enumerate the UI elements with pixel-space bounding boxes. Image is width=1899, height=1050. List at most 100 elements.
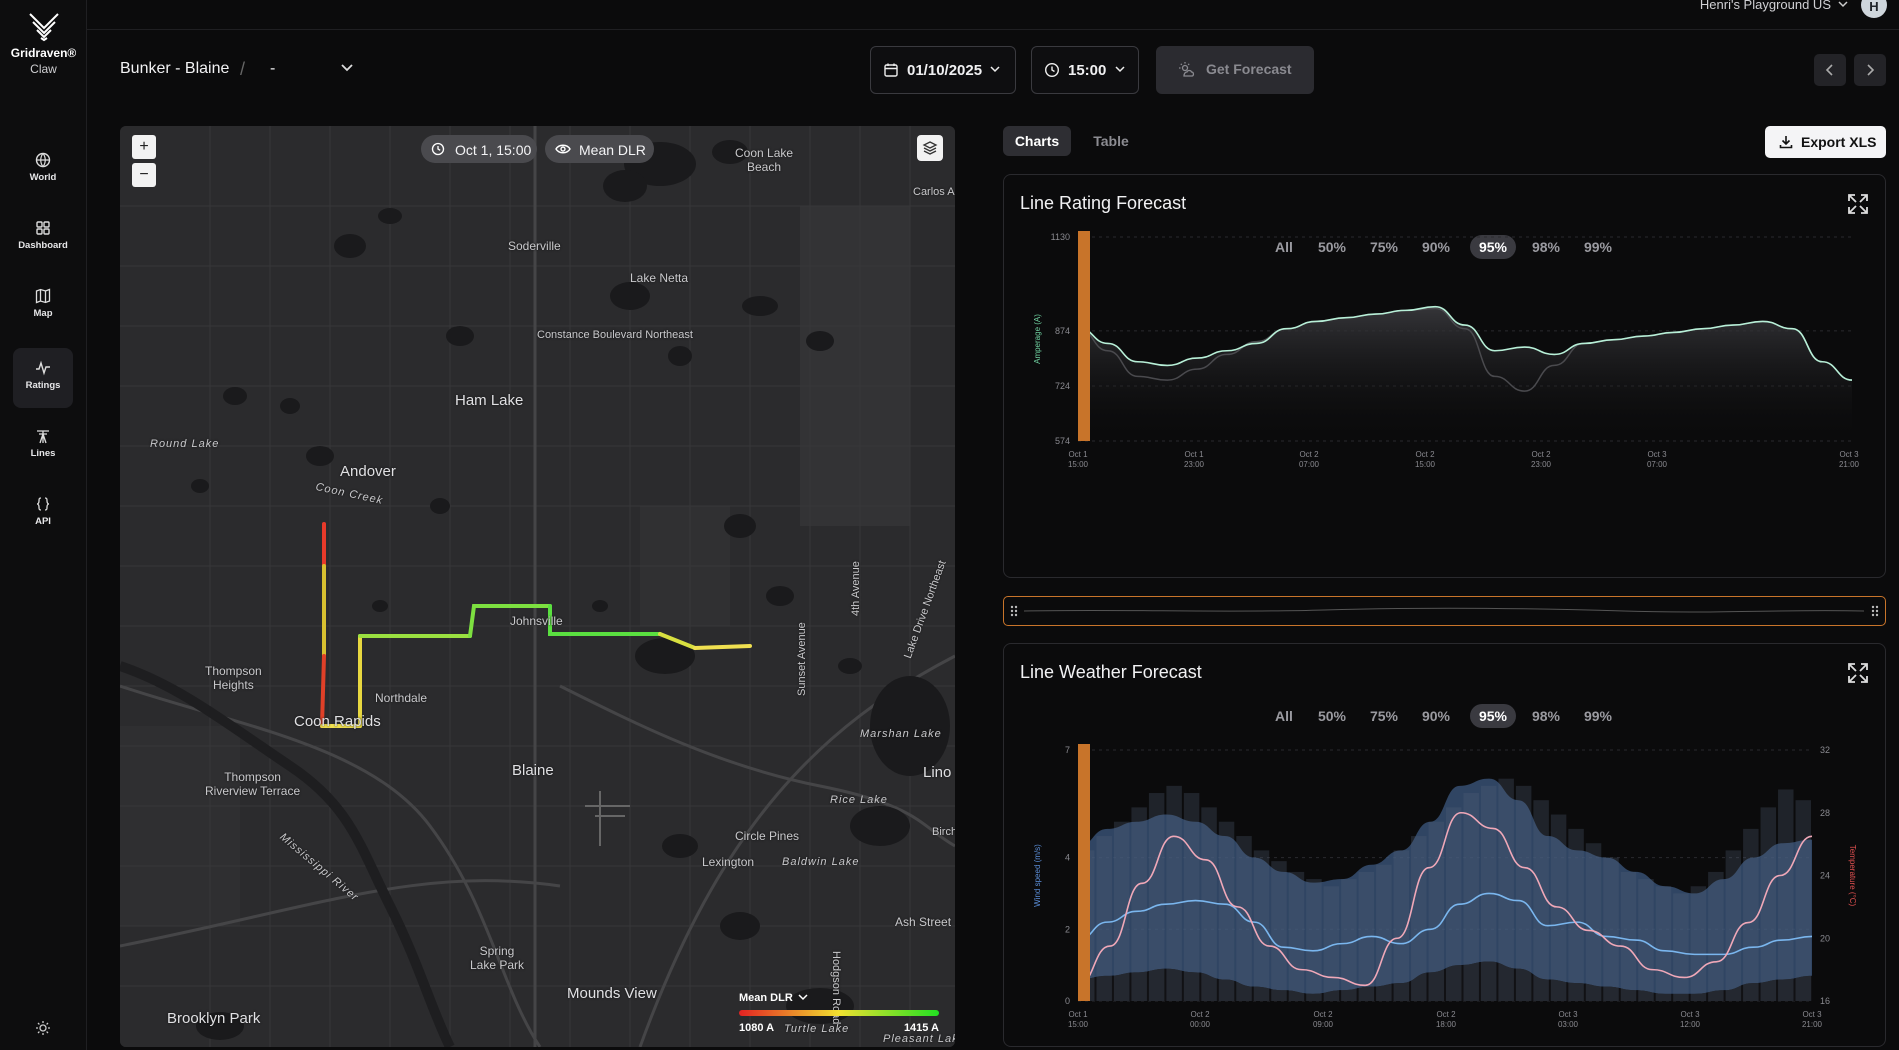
- gust-bar: [1673, 893, 1689, 1001]
- gust-bar: [1638, 879, 1654, 1001]
- gust-bar: [1218, 821, 1235, 1001]
- pct-50[interactable]: 50%: [1317, 239, 1347, 255]
- gust-bar: [1533, 800, 1549, 1001]
- export-xls-button[interactable]: Export XLS: [1765, 126, 1886, 158]
- x-tick-label: Oct 2: [1190, 1010, 1210, 1019]
- map-label: Turtle Lake: [784, 1023, 850, 1035]
- zoom-out-button[interactable]: −: [132, 163, 156, 187]
- chevron-down-icon[interactable]: [340, 62, 354, 74]
- download-icon: [1779, 136, 1793, 149]
- tab-table[interactable]: Table: [1093, 133, 1129, 149]
- map-label: Thompson Heights: [205, 664, 262, 692]
- nav-label: Dashboard: [18, 240, 68, 251]
- y-tick-label: 1130: [1051, 232, 1070, 242]
- gust-bar: [1568, 828, 1584, 1001]
- time-range-brush[interactable]: [1003, 596, 1886, 626]
- gust-bar: [1288, 871, 1305, 1001]
- gust-bar: [1148, 793, 1165, 1001]
- nav-label: Ratings: [25, 380, 61, 391]
- prev-button[interactable]: [1814, 54, 1846, 86]
- temperature-series: [1077, 811, 1813, 987]
- x-tick-label: 23:00: [1184, 460, 1205, 469]
- tab-charts[interactable]: Charts: [1003, 126, 1071, 156]
- pct-all[interactable]: All: [1275, 708, 1293, 724]
- pct-98[interactable]: 98%: [1531, 708, 1561, 724]
- get-forecast-button[interactable]: Get Forecast: [1156, 46, 1314, 94]
- time-picker[interactable]: 15:00: [1031, 46, 1139, 94]
- map-label: Round Lake: [150, 438, 220, 450]
- rating-series-main: [1077, 305, 1853, 381]
- expand-icon[interactable]: [1847, 193, 1869, 215]
- calendar-icon: [884, 63, 898, 77]
- brand[interactable]: Gridraven® Claw: [0, 12, 87, 76]
- layers-button[interactable]: [917, 135, 943, 161]
- gust-bar: [1166, 785, 1182, 1001]
- pct-all[interactable]: All: [1275, 239, 1293, 255]
- drag-handle-icon[interactable]: [1010, 605, 1018, 617]
- pct-50[interactable]: 50%: [1317, 708, 1347, 724]
- nav-item-map[interactable]: Map: [13, 276, 73, 336]
- pct-75[interactable]: 75%: [1369, 708, 1399, 724]
- nav-label: API: [35, 516, 51, 527]
- x-tick-label: 07:00: [1299, 460, 1320, 469]
- x-tick-label: 00:00: [1190, 1020, 1211, 1029]
- pct-99[interactable]: 99%: [1583, 708, 1613, 724]
- map-label: Blaine: [512, 762, 554, 779]
- brand-name: Gridraven®: [10, 46, 77, 60]
- nav-item-lines[interactable]: Lines: [13, 416, 73, 476]
- map-label: Coon Rapids: [294, 713, 381, 730]
- legend-max: 1415 A: [903, 1022, 939, 1034]
- next-button[interactable]: [1854, 54, 1886, 86]
- drag-handle-icon[interactable]: [1871, 605, 1879, 617]
- expand-icon[interactable]: [1847, 662, 1869, 684]
- date-picker[interactable]: 01/10/2025: [870, 46, 1016, 94]
- x-tick-label: 21:00: [1839, 460, 1860, 469]
- map-label: Andover: [340, 463, 396, 480]
- nav-item-api[interactable]: API: [13, 484, 73, 544]
- pct-95[interactable]: 95%: [1470, 235, 1516, 259]
- current-time-marker: [1078, 744, 1090, 1001]
- x-tick-label: Oct 3: [1647, 450, 1667, 459]
- chevron-down-icon[interactable]: [798, 994, 808, 1002]
- zoom-in-button[interactable]: +: [132, 135, 156, 159]
- chevron-down-icon[interactable]: [1837, 0, 1849, 10]
- eye-icon: [555, 144, 571, 154]
- org-switcher[interactable]: Henri's Playground US: [1699, 0, 1831, 12]
- pct-99[interactable]: 99%: [1583, 239, 1613, 255]
- gust-bar: [1743, 828, 1759, 1001]
- legend-gradient: [739, 1010, 939, 1016]
- y2-tick-label: 16: [1820, 996, 1830, 1006]
- map-label: Baldwin Lake: [782, 856, 860, 868]
- map-label: 4th Avenue: [850, 561, 862, 616]
- gust-bar: [1096, 836, 1112, 1001]
- sidebar: Gridraven® Claw World Dashboard Map Rati…: [0, 0, 87, 1050]
- pct-98[interactable]: 98%: [1531, 239, 1561, 255]
- x-tick-label: Oct 1: [1068, 450, 1088, 459]
- map-view[interactable]: Coon Lake Beach Carlos A Soderville Lake …: [120, 126, 955, 1047]
- nav-item-world[interactable]: World: [13, 140, 73, 200]
- pct-90[interactable]: 90%: [1421, 708, 1451, 724]
- time-pill[interactable]: Oct 1, 15:00: [421, 135, 537, 163]
- gust-bar: [1725, 850, 1742, 1001]
- chevron-left-icon: [1825, 64, 1833, 76]
- x-tick-label: 23:00: [1531, 460, 1552, 469]
- gust-bar: [1515, 785, 1532, 1001]
- sun-icon[interactable]: [35, 1020, 51, 1036]
- pct-95[interactable]: 95%: [1470, 704, 1516, 728]
- layer-pill[interactable]: Mean DLR: [545, 135, 654, 163]
- nav-item-dashboard[interactable]: Dashboard: [13, 208, 73, 268]
- pct-90[interactable]: 90%: [1421, 239, 1451, 255]
- pct-75[interactable]: 75%: [1369, 239, 1399, 255]
- avatar[interactable]: H: [1861, 0, 1887, 18]
- legend-title[interactable]: Mean DLR: [739, 992, 793, 1004]
- nav-item-ratings[interactable]: Ratings: [13, 348, 73, 408]
- y-tick-label: 574: [1055, 436, 1070, 446]
- x-tick-label: Oct 2: [1299, 450, 1319, 459]
- gust-bar: [1778, 789, 1794, 1001]
- segment-select[interactable]: -: [270, 60, 276, 77]
- map-icon: [35, 288, 51, 304]
- line-name[interactable]: Bunker - Blaine: [120, 60, 230, 77]
- clock-icon: [431, 142, 445, 156]
